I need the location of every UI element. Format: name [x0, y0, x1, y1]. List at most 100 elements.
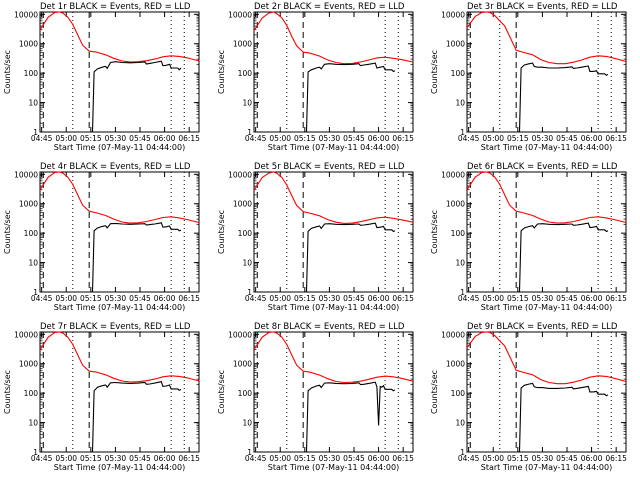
chart-panel-2: Det 2r BLACK = Events, RED = LLD 1 10 100 10… — [217, 2, 414, 152]
y-tick-label: 10 — [28, 99, 38, 108]
y-axis-label: Counts/sec — [430, 50, 439, 94]
x-tick-label: 06:15 — [178, 294, 200, 303]
x-tick-label: 06:00 — [154, 294, 176, 303]
x-tick-label: 04:45 — [245, 454, 267, 463]
y-axis-label: Counts/sec — [3, 370, 12, 414]
y-tick-label: 1000 — [446, 40, 465, 49]
y-axis-label: Counts/sec — [217, 210, 226, 254]
x-tick-label: 06:00 — [154, 134, 176, 143]
series-line-red — [253, 171, 414, 224]
y-tick-label: 10 — [28, 419, 38, 428]
x-tick-label: 06:15 — [605, 134, 627, 143]
plot-frame — [253, 171, 414, 293]
x-tick-label: 06:00 — [368, 454, 390, 463]
chart-title: Det 1r BLACK = Events, RED = LLD — [40, 2, 191, 12]
x-tick-label: 06:15 — [392, 454, 414, 463]
y-tick-label: 1 — [460, 128, 465, 137]
y-tick-label: 10000 — [441, 10, 465, 19]
x-axis-label: Start Time (07-May-11 04:44:00) — [481, 463, 612, 472]
x-tick-label: 06:00 — [581, 134, 603, 143]
y-tick-label: 1 — [33, 288, 38, 297]
y-axis-label: Counts/sec — [3, 210, 12, 254]
x-tick-label: 06:00 — [154, 454, 176, 463]
plot-frame — [39, 331, 200, 453]
y-axis-label: Counts/sec — [3, 50, 12, 94]
x-tick-label: 05:45 — [556, 134, 578, 143]
series-line-red — [39, 331, 200, 383]
x-tick-label: 05:30 — [532, 454, 554, 463]
chart-title: Det 3r BLACK = Events, RED = LLD — [467, 2, 618, 12]
y-tick-label: 10 — [242, 99, 252, 108]
series-line-black — [305, 62, 396, 133]
chart-title: Det 5r BLACK = Events, RED = LLD — [254, 162, 405, 172]
x-axis-label: Start Time (07-May-11 04:44:00) — [481, 143, 612, 152]
series-line-red — [39, 171, 200, 224]
series-line-black — [91, 60, 182, 133]
x-tick-label: 04:45 — [31, 454, 53, 463]
y-tick-label: 100 — [451, 229, 466, 238]
x-axis-label: Start Time (07-May-11 04:44:00) — [54, 303, 185, 312]
x-tick-label: 06:15 — [178, 454, 200, 463]
y-tick-label: 10000 — [228, 10, 252, 19]
plot-frame — [253, 331, 414, 453]
plot-frame — [39, 11, 200, 133]
plot-frame — [466, 171, 627, 293]
x-tick-label: 05:00 — [269, 294, 291, 303]
y-tick-label: 1000 — [233, 200, 252, 209]
x-tick-label: 04:45 — [31, 294, 53, 303]
x-tick-label: 05:45 — [343, 134, 365, 143]
plot-frame — [466, 331, 627, 453]
y-tick-label: 10000 — [14, 10, 38, 19]
x-tick-label: 04:45 — [458, 134, 480, 143]
y-tick-label: 100 — [24, 229, 39, 238]
x-tick-label: 06:15 — [392, 134, 414, 143]
y-tick-label: 100 — [451, 69, 466, 78]
x-axis-label: Start Time (07-May-11 04:44:00) — [54, 463, 185, 472]
x-tick-label: 05:15 — [80, 134, 102, 143]
series-line-red — [39, 11, 200, 63]
x-tick-label: 06:15 — [605, 454, 627, 463]
series-line-black — [91, 222, 182, 293]
x-tick-label: 05:30 — [105, 454, 127, 463]
y-tick-label: 10000 — [228, 170, 252, 179]
x-tick-label: 05:00 — [55, 294, 77, 303]
x-axis-label: Start Time (07-May-11 04:44:00) — [268, 303, 399, 312]
plot-frame — [39, 171, 200, 293]
y-tick-label: 100 — [24, 69, 39, 78]
series-line-red — [466, 331, 627, 385]
x-tick-label: 05:30 — [105, 294, 127, 303]
series-line-red — [466, 11, 627, 65]
chart-panel-3: Det 3r BLACK = Events, RED = LLD 1 10 100 10… — [430, 2, 627, 152]
plot-frame — [253, 11, 414, 133]
x-tick-label: 05:15 — [507, 454, 529, 463]
x-tick-label: 05:00 — [482, 134, 504, 143]
series-line-black — [91, 381, 182, 453]
x-tick-label: 06:00 — [581, 454, 603, 463]
x-tick-label: 06:15 — [605, 294, 627, 303]
y-tick-label: 10000 — [441, 170, 465, 179]
x-tick-label: 06:15 — [392, 294, 414, 303]
series-line-black — [305, 222, 396, 293]
x-tick-label: 05:30 — [532, 134, 554, 143]
x-axis-label: Start Time (07-May-11 04:44:00) — [54, 143, 185, 152]
y-tick-label: 10 — [28, 259, 38, 268]
y-tick-label: 1000 — [19, 360, 38, 369]
x-tick-label: 05:15 — [294, 294, 316, 303]
y-tick-label: 10000 — [228, 330, 252, 339]
y-axis-label: Counts/sec — [430, 370, 439, 414]
y-axis-label: Counts/sec — [217, 370, 226, 414]
y-tick-label: 1000 — [19, 200, 38, 209]
y-tick-label: 1000 — [446, 200, 465, 209]
chart-panel-6: Det 6r BLACK = Events, RED = LLD 1 10 100 10… — [430, 162, 627, 312]
y-tick-label: 1 — [460, 288, 465, 297]
series-line-black — [305, 381, 396, 453]
x-tick-label: 06:15 — [178, 134, 200, 143]
y-tick-label: 100 — [238, 389, 253, 398]
x-tick-label: 05:45 — [129, 454, 151, 463]
chart-title: Det 8r BLACK = Events, RED = LLD — [254, 322, 405, 332]
y-tick-label: 100 — [238, 229, 253, 238]
y-tick-label: 1 — [247, 288, 252, 297]
y-tick-label: 10000 — [14, 170, 38, 179]
x-axis-label: Start Time (07-May-11 04:44:00) — [481, 303, 612, 312]
